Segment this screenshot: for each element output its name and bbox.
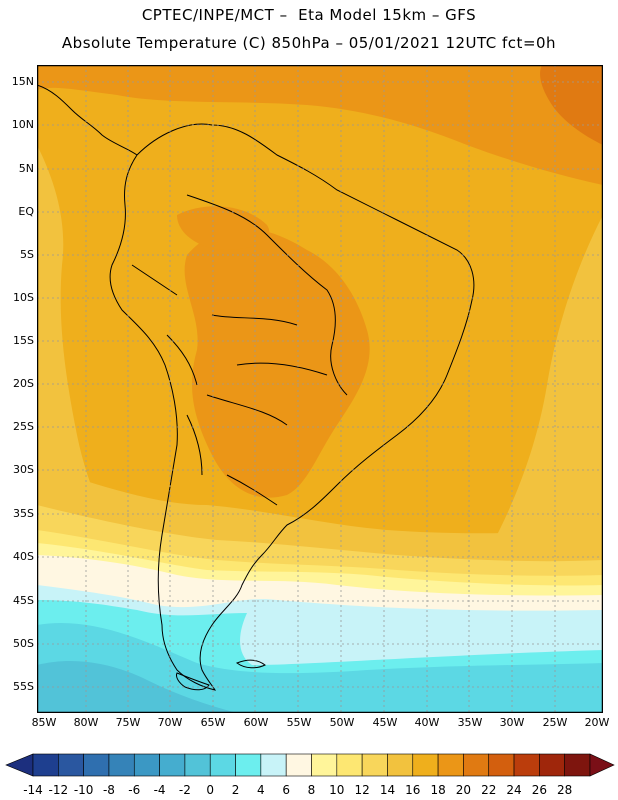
field-0-south (37, 623, 603, 713)
colorbar-swatch (209, 753, 236, 777)
lon-label: 75W (115, 716, 141, 729)
colorbar-swatch (539, 753, 565, 777)
lat-label: 5N (18, 162, 34, 175)
lon-label: 55W (286, 716, 312, 729)
colorbar-swatch (260, 753, 287, 777)
lon-label: 20W (584, 716, 610, 729)
colorbar-tick-label: 10 (329, 783, 345, 797)
colorbar-tick-label: 22 (481, 783, 497, 797)
lon-label: 85W (31, 716, 57, 729)
colorbar-tick-label: 14 (379, 783, 396, 797)
colorbar-swatch (311, 753, 338, 777)
colorbar-swatch (133, 753, 160, 777)
lat-label: 25S (13, 420, 34, 433)
colorbar-swatch (235, 753, 262, 777)
colorbar-tick-label: -14 (23, 783, 43, 797)
lon-label: 70W (157, 716, 183, 729)
colorbar-swatch (336, 753, 363, 777)
andes-borders (131, 264, 278, 506)
lat-label: 20S (13, 377, 34, 390)
colorbar-tick-label: -2 (178, 783, 191, 797)
lat-label: 15S (13, 334, 34, 347)
colorbar-under-arrow (5, 753, 34, 777)
coastlines (37, 84, 475, 691)
colorbar-tick-label: 6 (282, 783, 290, 797)
lat-label: 55S (13, 680, 34, 693)
lat-label: 10S (13, 291, 34, 304)
colorbar-tick-label: 18 (430, 783, 446, 797)
lat-label: EQ (18, 205, 34, 218)
lat-label: 35S (13, 507, 34, 520)
lat-label: 40S (13, 550, 34, 563)
colorbar-tick-label: 0 (206, 783, 215, 797)
colorbar-swatch (159, 753, 186, 777)
lon-label: 45W (372, 716, 398, 729)
colorbar-tick-label: 20 (455, 783, 472, 797)
colorbar-swatch (437, 753, 464, 777)
colorbar-swatch (564, 753, 591, 777)
central-america-outline (37, 84, 138, 156)
field-20-amazon (177, 206, 270, 250)
colorbar-swatches (5, 753, 615, 777)
colorbar-swatch (83, 753, 110, 777)
temperature-field (37, 65, 603, 713)
lon-label: 35W (457, 716, 483, 729)
colorbar-tick-label: -6 (128, 783, 141, 797)
lat-label: 30S (13, 463, 34, 476)
lat-label: 5S (20, 248, 34, 261)
colorbar-tick-label: 12 (354, 783, 370, 797)
colorbar-tick-label: -4 (153, 783, 166, 797)
colorbar-swatch (513, 753, 540, 777)
colorbar-swatch (58, 753, 84, 777)
colorbar-tick-label: -10 (73, 783, 94, 797)
colorbar-tick-label: -8 (102, 783, 115, 797)
tierra-del-fuego (176, 672, 210, 691)
lat-label: 45S (13, 594, 34, 607)
brazil-border (186, 194, 348, 426)
colorbar-tick-label: 2 (231, 783, 240, 797)
lat-label: 15N (11, 75, 34, 88)
colorbar-swatch (361, 753, 388, 777)
colorbar-tick-label: 4 (257, 783, 265, 797)
colorbar-swatch (184, 753, 211, 777)
colorbar-tick-label: -12 (48, 783, 69, 797)
colorbar-swatch (108, 753, 135, 777)
south-america-outline (109, 123, 475, 691)
map-border (37, 65, 603, 713)
colorbar-swatch (463, 753, 490, 777)
temperature-map (37, 65, 603, 713)
field-20-brazil (184, 228, 370, 498)
colorbar-swatch (32, 753, 59, 777)
colorbar-over-arrow (589, 753, 615, 777)
falklands (235, 659, 266, 669)
colorbar-tick-label: 24 (506, 783, 522, 797)
colorbar-tick-label: 16 (405, 783, 421, 797)
lon-label: 65W (200, 716, 226, 729)
colorbar-tick-label: 26 (531, 783, 547, 797)
lat-label: 10N (11, 118, 34, 131)
lon-label: 30W (499, 716, 525, 729)
lon-label: 80W (73, 716, 99, 729)
lat-label: 50S (13, 637, 34, 650)
field-20-north (37, 65, 603, 185)
colorbar-tick-label: 8 (307, 783, 316, 797)
colorbar (5, 753, 615, 777)
lon-label: 40W (414, 716, 440, 729)
colorbar-tick-label: 28 (557, 783, 573, 797)
lon-label: 25W (542, 716, 568, 729)
map-title: CPTEC/INPE/MCT – Eta Model 15km – GFS (141, 6, 477, 24)
lon-label: 60W (243, 716, 269, 729)
field-16-west (37, 145, 127, 565)
lon-label: 50W (329, 716, 355, 729)
colorbar-swatch (412, 753, 439, 777)
field-16-east (497, 215, 603, 535)
colorbar-swatch (488, 753, 515, 777)
colorbar-swatch (285, 753, 312, 777)
colorbar-swatch (387, 753, 414, 777)
map-subtitle: Absolute Temperature (C) 850hPa – 05/01/… (61, 34, 557, 52)
graticule (37, 65, 603, 713)
